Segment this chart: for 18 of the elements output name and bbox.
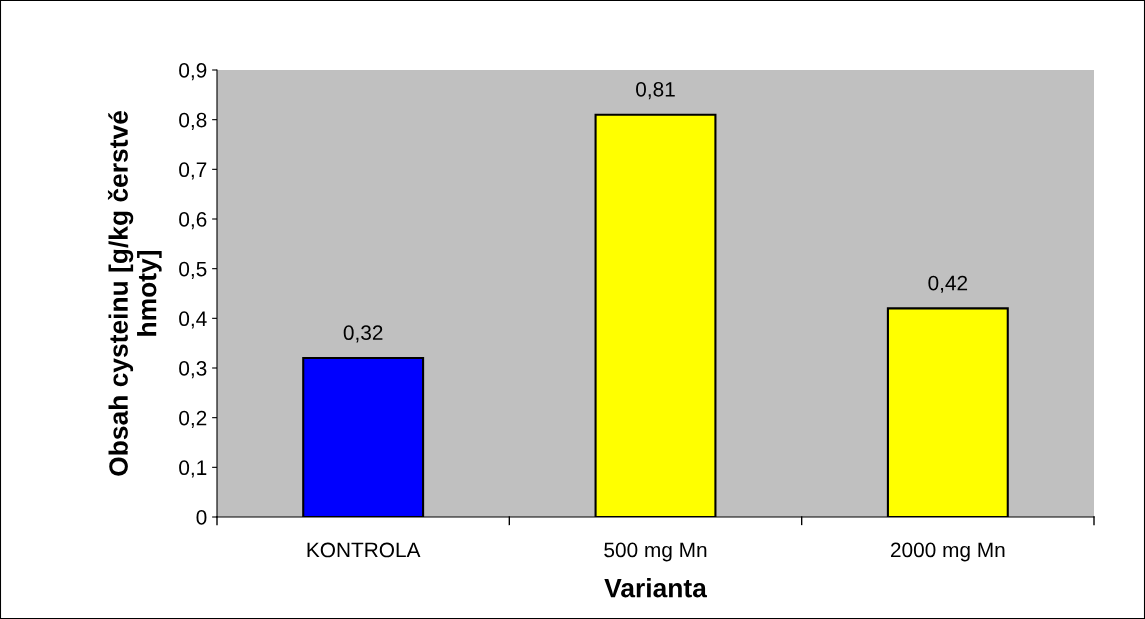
y-tick-label: 0,8 bbox=[179, 112, 207, 130]
y-tick-label: 0,2 bbox=[179, 410, 207, 428]
x-tick-label: 500 mg Mn bbox=[604, 542, 707, 562]
y-tick-label: 0 bbox=[196, 510, 207, 525]
y-tick-label: 0,9 bbox=[179, 63, 207, 81]
y-axis-title: Obsah cysteinu [g/kg čerstvé hmoty] bbox=[107, 111, 162, 476]
y-tick-label: 0,4 bbox=[179, 311, 207, 329]
x-axis-title: Varianta bbox=[604, 578, 708, 598]
x-tick-label: 2000 mg Mn bbox=[890, 542, 1005, 562]
data-label: 0,81 bbox=[636, 81, 675, 100]
x-tick-label: KONTROLA bbox=[307, 542, 421, 558]
y-tick-label: 0,7 bbox=[179, 162, 207, 180]
data-label: 0,32 bbox=[343, 325, 383, 343]
y-tick-label: 0,3 bbox=[179, 361, 207, 379]
data-label: 0,42 bbox=[928, 275, 968, 293]
y-tick-label: 0,6 bbox=[179, 212, 207, 230]
y-tick-label: 0,1 bbox=[179, 460, 207, 478]
y-tick-label: 0,5 bbox=[179, 261, 207, 279]
